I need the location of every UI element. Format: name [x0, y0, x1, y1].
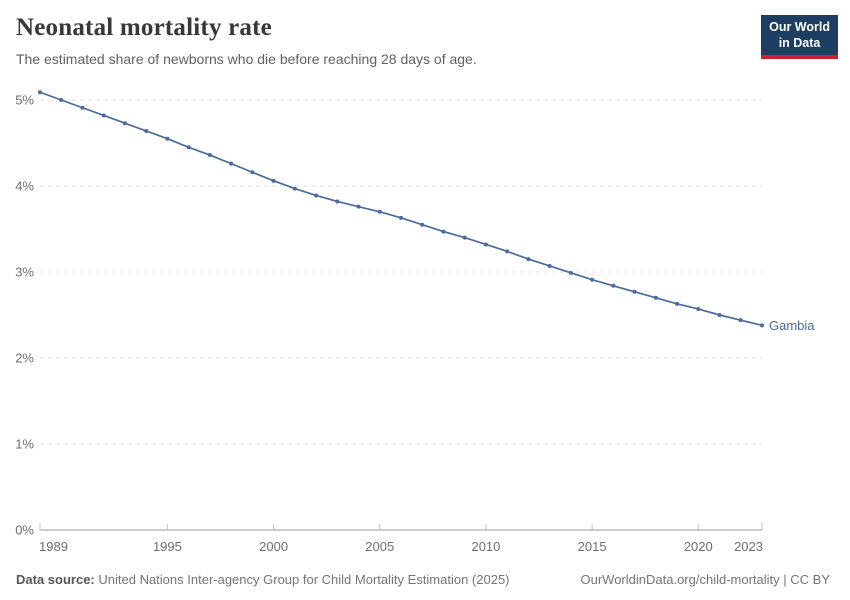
data-point[interactable] [314, 193, 319, 198]
chart-title: Neonatal mortality rate [16, 14, 272, 41]
y-tick-label: 3% [15, 265, 34, 280]
owid-logo-line1: Our World [769, 20, 830, 34]
chart-subtitle: The estimated share of newborns who die … [16, 51, 477, 67]
series-label[interactable]: Gambia [769, 318, 815, 333]
x-tick-label: 2005 [365, 539, 394, 554]
data-point[interactable] [696, 306, 701, 311]
data-point[interactable] [399, 215, 403, 220]
data-point[interactable] [122, 121, 127, 126]
x-tick-label: 2010 [471, 539, 500, 554]
y-tick-label: 1% [15, 437, 34, 452]
data-point[interactable] [38, 90, 42, 95]
x-tick-label: 1995 [153, 539, 182, 554]
data-point[interactable] [441, 229, 446, 234]
y-tick-label: 2% [15, 351, 34, 366]
data-point[interactable] [760, 323, 764, 328]
data-point[interactable] [165, 136, 170, 141]
data-point[interactable] [144, 128, 149, 133]
data-point[interactable] [505, 249, 510, 254]
owid-logo-line2: in Data [778, 35, 821, 50]
data-point[interactable] [653, 295, 658, 300]
x-axis: 1989 1995 2000 2005 2010 2015 2020 2023 [39, 522, 763, 554]
data-point[interactable] [611, 283, 616, 288]
x-tick-label: 2020 [684, 539, 713, 554]
data-point[interactable] [186, 145, 191, 150]
data-point[interactable] [207, 153, 212, 158]
data-point[interactable] [59, 98, 64, 102]
x-tick-label: 2000 [259, 539, 288, 554]
data-point[interactable] [675, 301, 680, 306]
chart-header: Neonatal mortality rate The estimated sh… [16, 13, 750, 68]
data-point[interactable] [590, 277, 595, 282]
data-point[interactable] [292, 186, 297, 191]
data-point[interactable] [526, 257, 531, 262]
series-group[interactable]: Gambia [38, 90, 815, 333]
data-point[interactable] [547, 263, 552, 268]
x-tick-label: 1989 [39, 539, 68, 554]
y-tick-label: 0% [15, 523, 34, 538]
data-source-text: United Nations Inter-agency Group for Ch… [98, 572, 510, 587]
data-point[interactable] [717, 313, 722, 317]
data-point[interactable] [420, 222, 425, 227]
data-point[interactable] [335, 199, 340, 204]
data-point[interactable] [229, 161, 234, 166]
data-point[interactable] [101, 113, 106, 118]
chart-footer: Data source: United Nations Inter-agency… [16, 572, 830, 587]
data-point[interactable] [377, 209, 382, 214]
data-point[interactable] [271, 178, 276, 183]
data-point[interactable] [738, 318, 743, 323]
x-tick-label: 2023 [734, 539, 763, 554]
data-point[interactable] [568, 270, 573, 275]
data-point[interactable] [632, 289, 637, 294]
data-line[interactable] [39, 91, 763, 327]
y-tick-label: 5% [15, 93, 34, 108]
data-point[interactable] [462, 235, 467, 240]
y-tick-label: 4% [15, 179, 34, 194]
data-point[interactable] [483, 242, 488, 247]
y-axis-labels: 0% 1% 2% 3% 4% 5% [15, 93, 34, 538]
data-source-note: Data source: United Nations Inter-agency… [16, 572, 510, 587]
attribution-link[interactable]: OurWorldinData.org/child-mortality | CC … [580, 572, 831, 587]
data-point[interactable] [80, 105, 85, 110]
owid-logo[interactable]: Our World in Data [761, 15, 838, 60]
x-tick-label: 2015 [578, 539, 607, 554]
gridlines-group [40, 99, 762, 531]
data-point[interactable] [250, 170, 255, 175]
data-source-label: Data source: [16, 572, 95, 587]
data-point[interactable] [356, 204, 361, 209]
